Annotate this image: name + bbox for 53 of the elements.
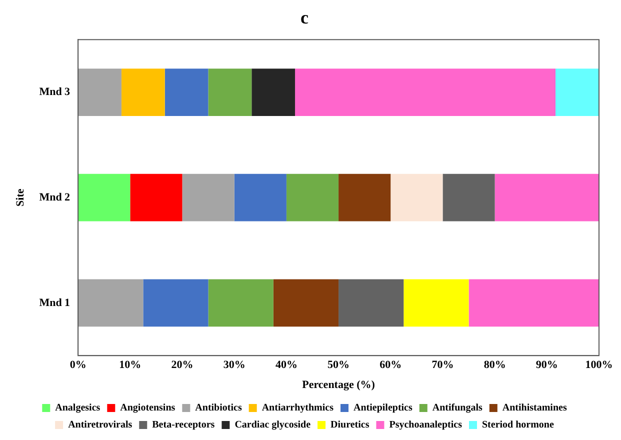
bar — [143, 279, 208, 327]
bar — [121, 68, 165, 116]
x-tick-label: 90% — [536, 359, 558, 372]
legend-label: Beta-receptors — [152, 420, 215, 431]
bar — [442, 174, 495, 222]
legend-label: Antifungals — [432, 402, 483, 414]
bar — [295, 68, 556, 116]
legend-label: Steriod hormone — [482, 420, 554, 431]
x-tick-label: 10% — [119, 359, 142, 372]
x-tick-label: 60% — [380, 359, 402, 372]
bar — [130, 174, 182, 222]
legend-label: Antibiotics — [195, 402, 242, 414]
bar — [286, 174, 339, 222]
bar — [338, 174, 391, 222]
y-axis-title: Site — [14, 188, 26, 206]
bar — [208, 279, 274, 327]
bar — [494, 174, 599, 222]
bar — [468, 279, 599, 327]
y-tick-label: Mnd 3 — [39, 86, 71, 98]
legend-label: Antiretrovirals — [68, 420, 132, 431]
x-tick-label: 100% — [585, 359, 613, 372]
x-tick-label: 80% — [484, 359, 506, 372]
bar — [273, 279, 339, 327]
bar — [208, 68, 252, 116]
y-tick-label: Mnd 2 — [39, 191, 71, 204]
legend-label: Antihistamines — [502, 402, 567, 414]
bar — [390, 174, 443, 222]
x-tick-label: 70% — [432, 359, 454, 372]
legend-label: Diuretics — [330, 420, 370, 431]
legend-label: Psychoanaleptics — [389, 420, 462, 431]
bar — [556, 68, 599, 116]
y-tick-label: Mnd 1 — [39, 296, 70, 309]
bar — [78, 279, 144, 327]
legend-label: Antiarrhythmics — [262, 402, 334, 414]
bar — [234, 174, 286, 222]
bar — [164, 68, 208, 116]
legend-label: Angiotensins — [120, 402, 176, 414]
legend-label: Analgesics — [55, 402, 100, 414]
x-tick-label: 30% — [223, 359, 246, 372]
x-tick-label: 50% — [328, 359, 350, 372]
x-tick-label: 40% — [275, 359, 298, 372]
bar — [78, 174, 130, 222]
x-tick-label: 20% — [171, 359, 194, 372]
x-axis-title: Percentage (%) — [302, 379, 376, 392]
legend-label: Cardiac glycoside — [234, 420, 312, 431]
bar — [338, 279, 404, 327]
bar — [78, 68, 122, 116]
legend-label: Antiepileptics — [353, 402, 412, 414]
chart-title: c — [300, 7, 308, 28]
bar — [252, 68, 296, 116]
x-tick-label: 0% — [70, 359, 86, 372]
bar — [182, 174, 234, 222]
bar — [404, 279, 469, 327]
